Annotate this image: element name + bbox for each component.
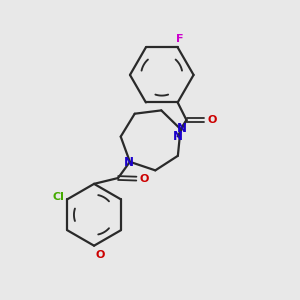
Text: O: O bbox=[95, 250, 105, 260]
Text: Cl: Cl bbox=[52, 192, 64, 202]
Text: N: N bbox=[173, 130, 183, 143]
Text: O: O bbox=[140, 174, 149, 184]
Text: N: N bbox=[176, 122, 186, 135]
Text: F: F bbox=[176, 34, 184, 44]
Text: O: O bbox=[208, 115, 217, 125]
Text: N: N bbox=[124, 156, 134, 169]
